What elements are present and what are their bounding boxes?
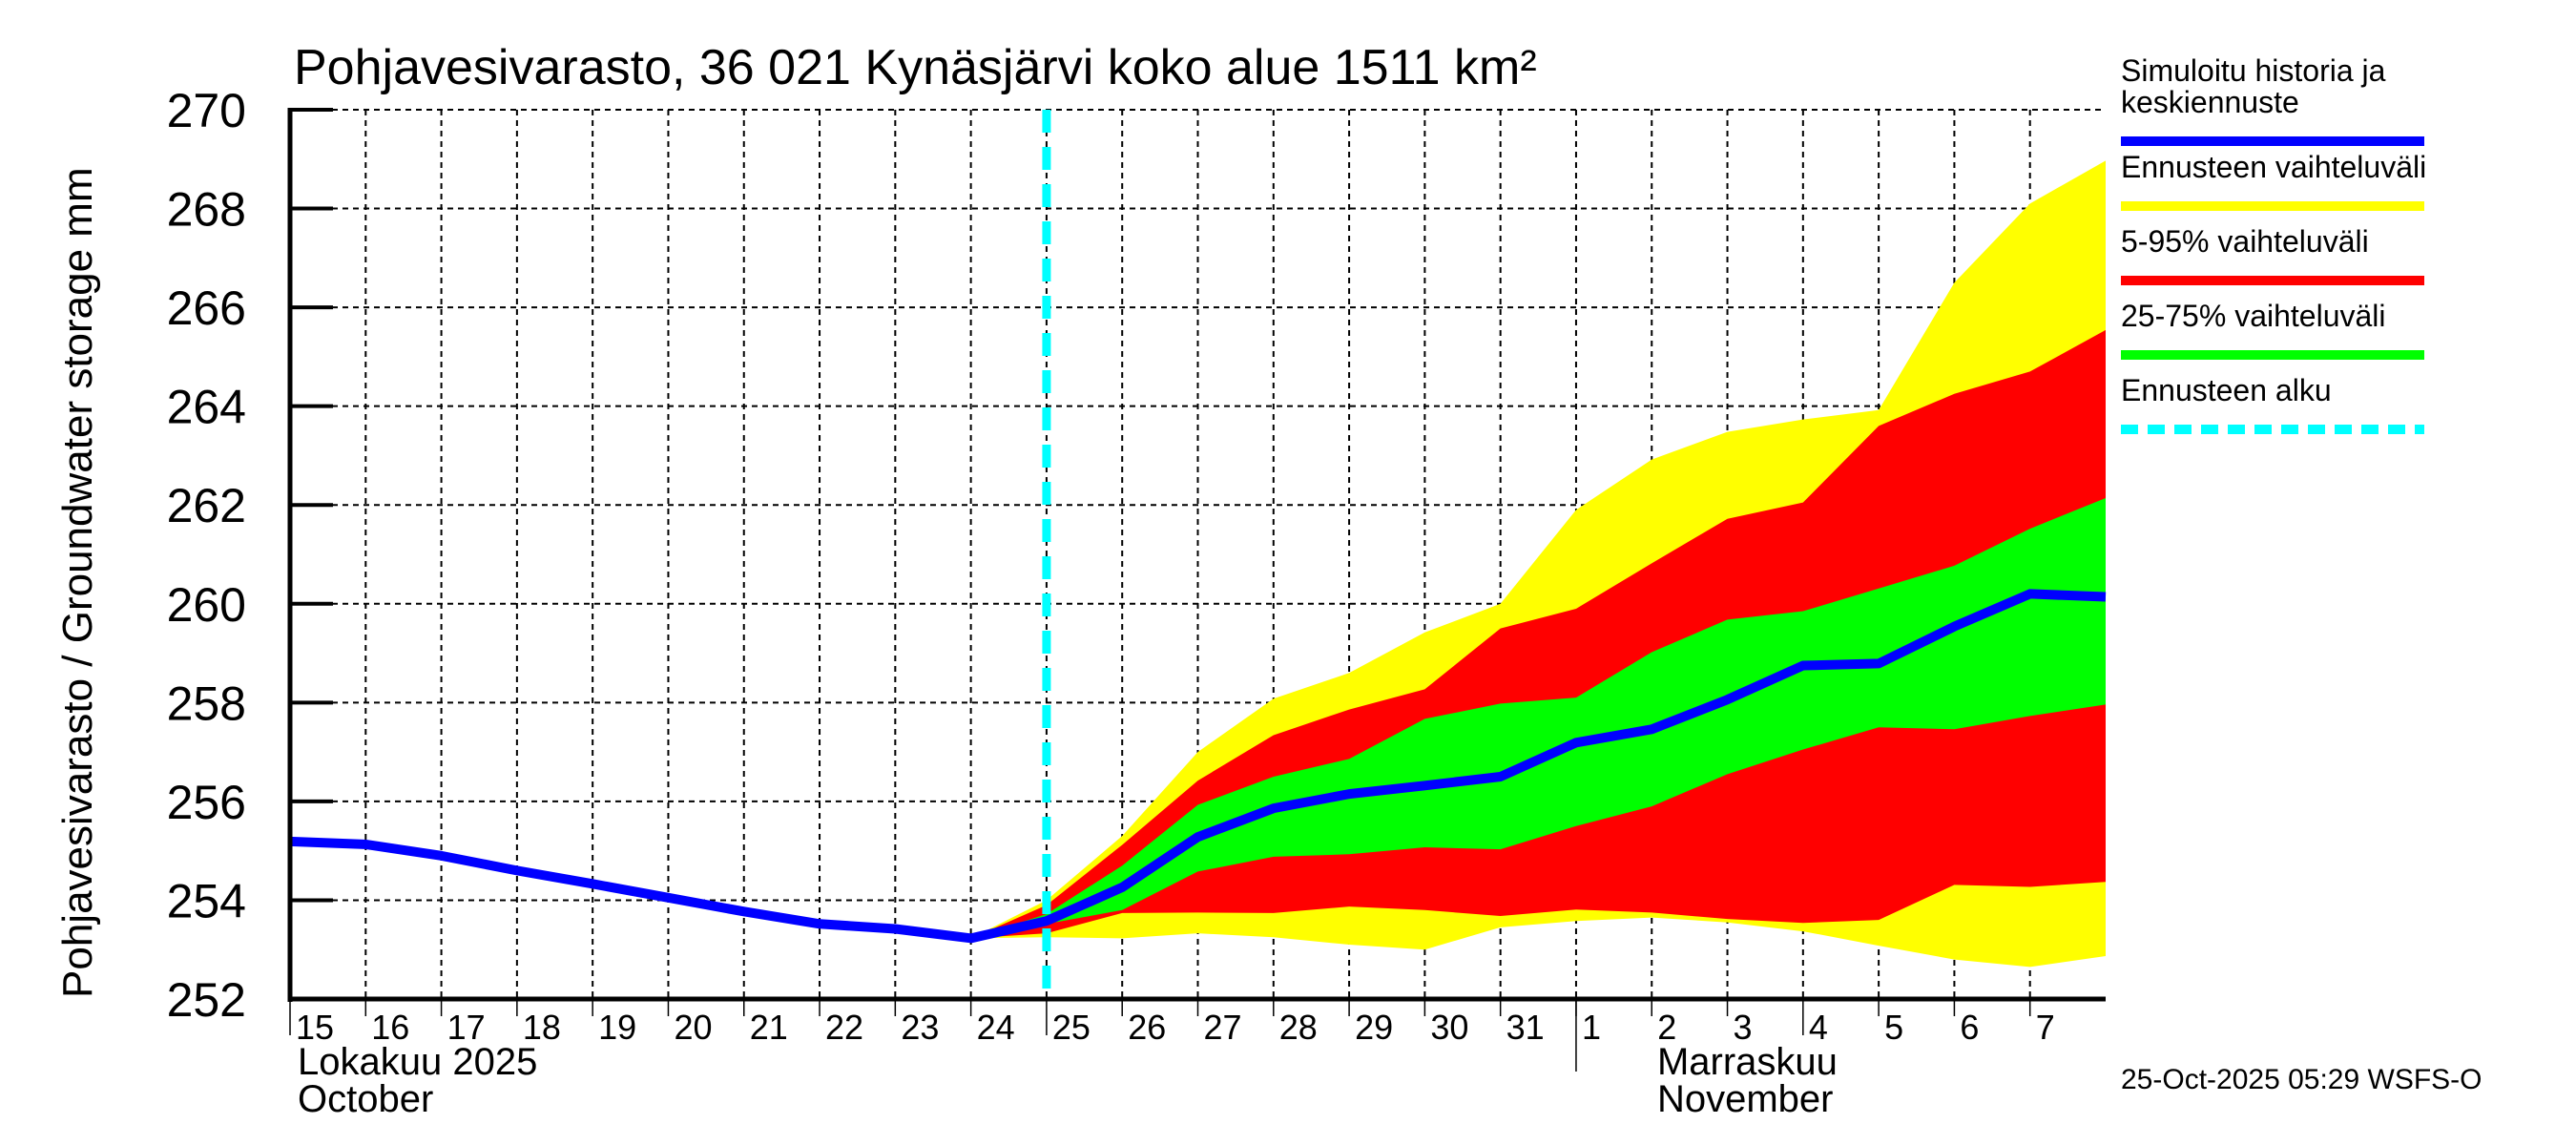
y-axis-label: Pohjavesivarasto / Groundwater storage m…: [54, 167, 101, 998]
y-tick-label: 268: [167, 183, 246, 237]
y-tick-label: 262: [167, 479, 246, 532]
x-tick-label: 15: [296, 1008, 334, 1047]
x-tick-label: 18: [523, 1008, 561, 1047]
x-tick-label: 30: [1430, 1008, 1468, 1047]
series-lines: [289, 110, 2107, 999]
month-label-fi: Marraskuu: [1657, 1041, 1838, 1083]
x-tick-label: 23: [901, 1008, 939, 1047]
x-tick-label: 3: [1734, 1008, 1753, 1047]
x-tick-label: 21: [750, 1008, 788, 1047]
x-tick-label: 16: [371, 1008, 409, 1047]
x-tick-label: 28: [1279, 1008, 1318, 1047]
x-tick-label: 19: [598, 1008, 636, 1047]
legend-label: 5-95% vaihteluväli: [2121, 224, 2369, 259]
x-tick-label: 27: [1204, 1008, 1242, 1047]
y-tick-label: 256: [167, 776, 246, 829]
band-25-75-vaihteluv-li: [970, 497, 2106, 939]
x-tick-label: 22: [825, 1008, 863, 1047]
x-tick-label: 26: [1128, 1008, 1166, 1047]
y-tick-label: 266: [167, 281, 246, 335]
month-label-fi: Lokakuu 2025: [298, 1041, 537, 1083]
legend-label: 25-75% vaihteluväli: [2121, 299, 2386, 333]
x-tick-label: 29: [1355, 1008, 1393, 1047]
y-tick-label: 270: [167, 84, 246, 137]
x-tick-label: 2: [1657, 1008, 1676, 1047]
x-tick-label: 25: [1052, 1008, 1091, 1047]
footer-timestamp: 25-Oct-2025 05:29 WSFS-O: [2121, 1064, 2483, 1095]
x-tick-label: 17: [447, 1008, 486, 1047]
month-label-en: October: [298, 1078, 433, 1120]
y-tick-label: 254: [167, 874, 246, 927]
y-tick-label: 252: [167, 973, 246, 1027]
legend-label: Ennusteen alku: [2121, 373, 2332, 407]
legend-label: Simuloitu historia ja: [2121, 53, 2386, 88]
x-tick-label: 20: [674, 1008, 712, 1047]
y-tick-label: 264: [167, 381, 246, 434]
x-tick-label: 5: [1884, 1008, 1903, 1047]
chart-title: Pohjavesivarasto, 36 021 Kynäsjärvi koko…: [294, 40, 1537, 95]
gridlines: [290, 109, 2106, 999]
x-tick-label: 6: [1960, 1008, 1979, 1047]
x-tick-label: 31: [1506, 1008, 1545, 1047]
legend-label: Ennusteen vaihteluväli: [2121, 150, 2426, 184]
month-label-en: November: [1657, 1078, 1834, 1120]
x-tick-label: 24: [977, 1008, 1015, 1047]
axes: [287, 108, 2106, 1072]
forecast-bands: [970, 160, 2106, 968]
x-tick-label: 7: [2036, 1008, 2055, 1047]
y-tick-labels: 252 254 256 258 260 262 264 266 268 270: [167, 84, 246, 1027]
mean-forecast-line: [289, 589, 2107, 944]
legend-label: keskiennuste: [2121, 85, 2299, 119]
x-tick-label: 1: [1582, 1008, 1601, 1047]
x-tick-labels: 15 16 17 18 19 20 21 22 23 24 25 26 27 28 29 30 31 1 2 3 4 5 6…: [296, 1008, 2055, 1047]
y-tick-label: 260: [167, 578, 246, 632]
y-tick-label: 258: [167, 677, 246, 730]
x-tick-label: 4: [1809, 1008, 1828, 1047]
